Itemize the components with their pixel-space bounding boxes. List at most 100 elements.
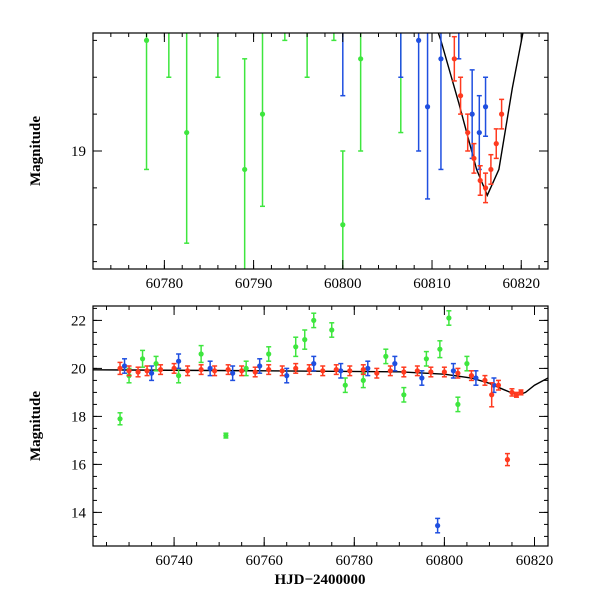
data-point	[477, 165, 483, 196]
data-marker	[416, 37, 422, 43]
data-marker	[365, 365, 371, 371]
data-point	[157, 364, 164, 376]
data-point	[207, 360, 213, 377]
top-axis-ticks: 60780607906080060810608201919.520	[71, 33, 548, 292]
data-marker	[320, 368, 326, 374]
x-tick-label: 60790	[235, 276, 273, 292]
data-point	[266, 364, 272, 376]
data-point	[198, 344, 204, 364]
data-point	[450, 362, 456, 379]
data-marker	[311, 361, 317, 367]
data-marker	[340, 222, 346, 228]
data-point	[383, 348, 389, 365]
data-point	[215, 33, 221, 78]
data-point	[473, 370, 479, 386]
data-marker	[468, 373, 475, 379]
data-marker	[175, 373, 182, 379]
data-point	[482, 76, 489, 137]
data-marker	[437, 346, 443, 352]
data-point	[428, 366, 434, 378]
data-point	[437, 340, 443, 359]
data-point	[455, 367, 461, 379]
bottom-y-axis-label: Magnitude	[28, 391, 44, 461]
data-marker	[360, 367, 366, 373]
data-marker	[424, 104, 431, 110]
data-point	[175, 353, 182, 370]
data-marker	[184, 129, 190, 136]
data-point	[252, 366, 258, 378]
data-marker	[423, 356, 429, 362]
data-marker	[144, 368, 150, 374]
data-point	[443, 0, 448, 29]
data-point	[493, 128, 499, 160]
data-marker	[491, 382, 497, 388]
data-point	[468, 370, 475, 382]
data-point	[435, 517, 441, 534]
data-point	[331, 33, 337, 42]
data-point	[184, 33, 190, 244]
data-marker	[175, 358, 182, 364]
data-marker	[360, 377, 366, 383]
data-point	[401, 366, 407, 378]
data-point	[122, 0, 127, 11]
data-marker	[469, 111, 475, 117]
data-point	[333, 364, 339, 376]
data-point	[198, 364, 204, 376]
data-point	[358, 33, 364, 152]
y-tick-label: 20	[71, 361, 86, 377]
data-point	[438, 33, 444, 171]
data-point	[414, 365, 420, 377]
data-point	[117, 412, 123, 426]
data-marker	[435, 523, 441, 529]
data-point	[329, 322, 335, 338]
data-point	[340, 150, 346, 269]
data-marker	[482, 377, 488, 383]
data-point	[360, 372, 366, 389]
data-marker	[513, 392, 520, 398]
data-point	[374, 367, 380, 379]
data-marker	[455, 370, 461, 376]
data-point	[293, 336, 299, 358]
data-point	[302, 329, 308, 350]
data-marker	[401, 392, 407, 398]
data-point	[360, 364, 366, 376]
data-marker	[243, 365, 249, 371]
data-point	[491, 377, 497, 394]
data-point	[225, 364, 231, 376]
data-marker	[135, 369, 141, 375]
data-point	[212, 365, 218, 377]
data-point	[398, 33, 404, 134]
data-marker	[387, 368, 393, 374]
data-point	[139, 349, 146, 368]
data-marker	[441, 369, 447, 375]
data-marker	[392, 361, 398, 367]
data-point	[420, 0, 425, 22]
data-point	[456, 33, 462, 60]
data-marker	[509, 389, 515, 395]
data-point	[488, 153, 494, 185]
data-marker	[311, 317, 317, 323]
data-point	[518, 389, 524, 396]
data-point	[304, 1, 310, 78]
data-point	[423, 350, 429, 367]
data-marker	[347, 368, 353, 374]
x-tick-label: 60800	[324, 276, 362, 292]
data-marker	[499, 111, 505, 117]
data-marker	[139, 356, 146, 362]
x-tick-label: 60810	[413, 276, 451, 292]
data-point	[148, 365, 155, 382]
data-marker	[464, 361, 470, 367]
data-marker	[419, 375, 425, 381]
data-point	[239, 365, 245, 377]
data-marker	[495, 382, 502, 388]
bottom-data-points	[117, 310, 524, 534]
data-marker	[305, 1, 310, 6]
y-tick-label: 22	[71, 313, 86, 329]
data-marker	[383, 353, 389, 359]
data-marker	[302, 337, 308, 343]
data-marker	[489, 392, 495, 398]
data-marker	[358, 56, 364, 62]
data-point	[446, 310, 452, 326]
x-tick-label: 60780	[146, 276, 184, 292]
data-point	[419, 370, 425, 386]
